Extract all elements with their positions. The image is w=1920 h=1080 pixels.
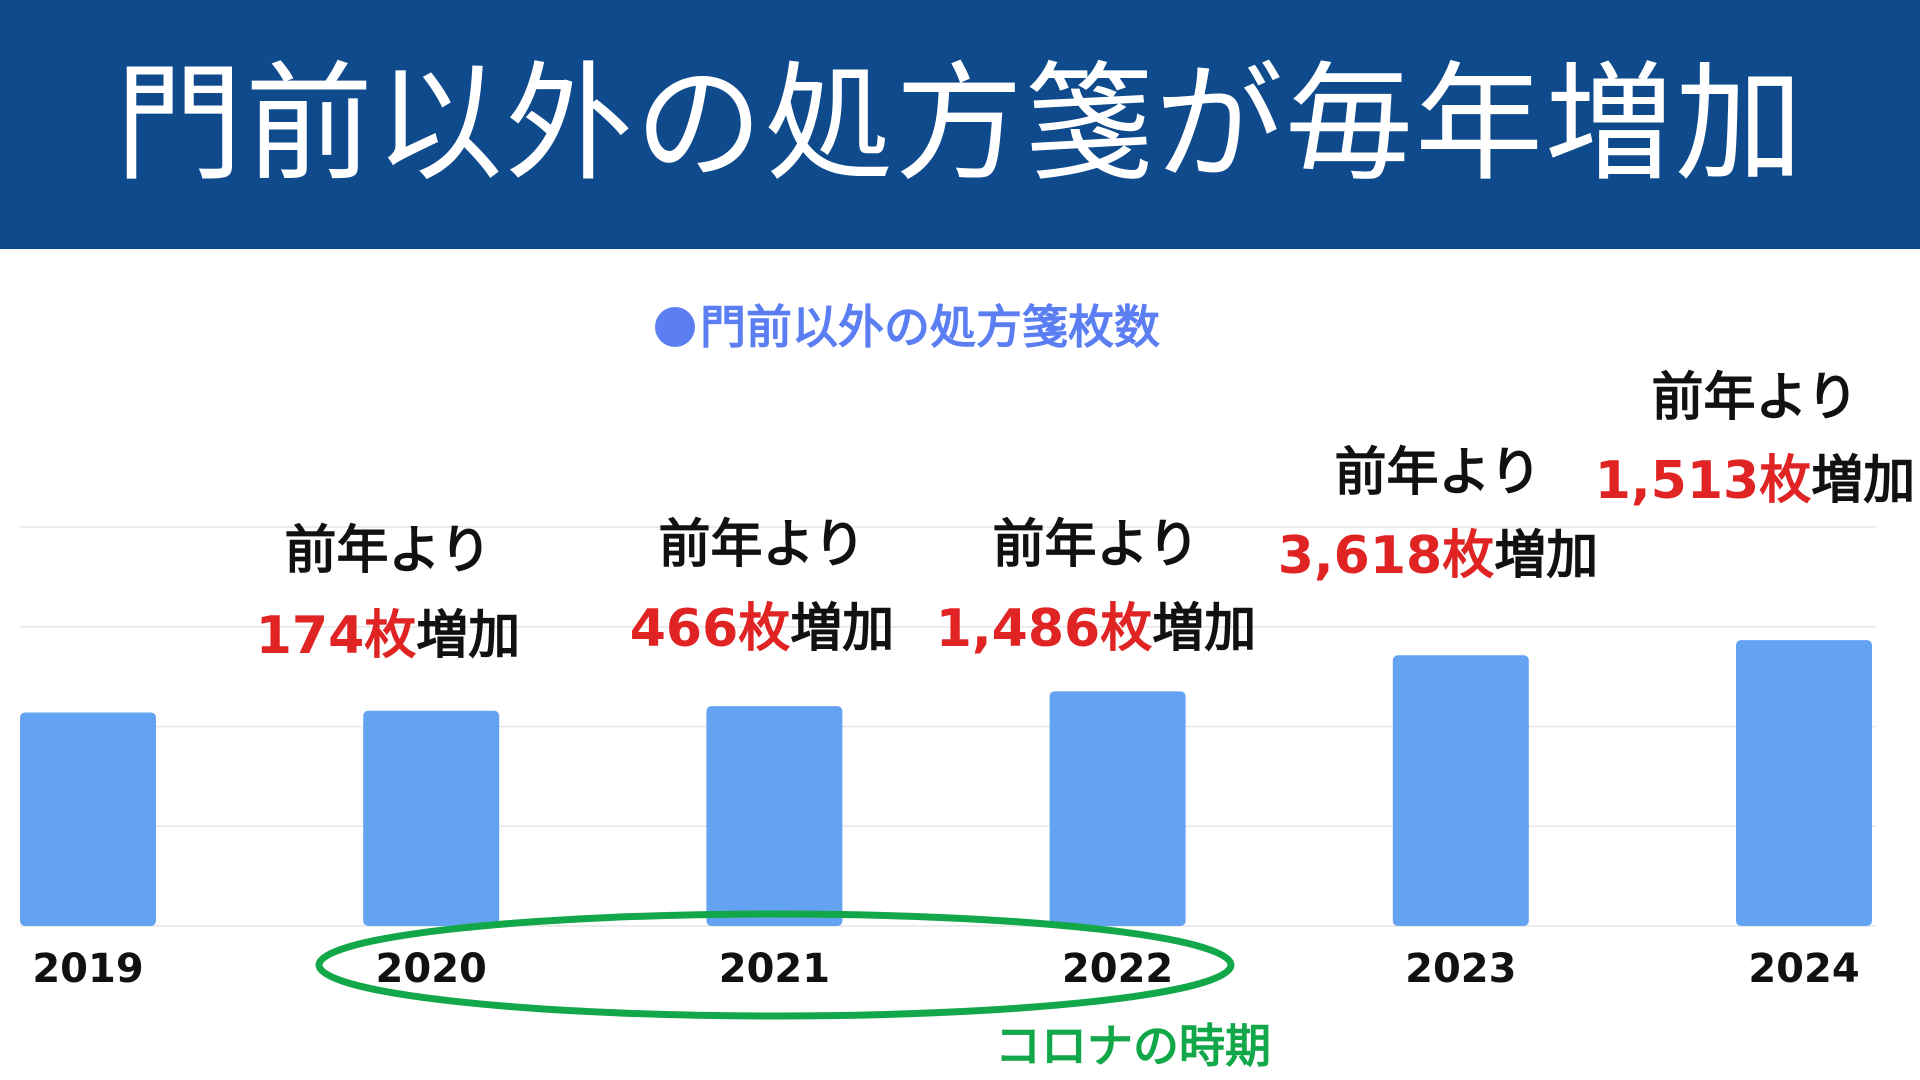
x-axis-labels: 2019 2020 2021 2022 2023 2024 — [32, 946, 1859, 992]
increase-number: 466枚 — [630, 599, 791, 659]
annotation-line2: 174枚増加 — [256, 606, 521, 666]
annotation-line2: 1,513枚増加 — [1595, 451, 1916, 511]
increase-suffix: 増加 — [1494, 526, 1598, 586]
x-tick-label-2022: 2022 — [1062, 946, 1173, 992]
annotation-line2: 466枚増加 — [630, 599, 895, 659]
increase-number: 1,486枚 — [936, 599, 1152, 659]
increase-number: 1,513枚 — [1595, 451, 1811, 511]
bar-2019 — [20, 712, 156, 926]
bar-2022 — [1049, 691, 1186, 926]
page-title: 門前以外の処方箋が毎年増加 — [114, 49, 1805, 199]
annotation-2024: 前年より 1,513枚増加 — [1595, 368, 1916, 511]
corona-ellipse — [315, 910, 1235, 1020]
annotation-2021: 前年より 466枚増加 — [630, 515, 895, 659]
annotation-line1: 前年より — [659, 515, 866, 575]
bar-2021 — [706, 706, 843, 926]
x-tick-label-2023: 2023 — [1405, 946, 1516, 992]
annotation-line2: 1,486枚増加 — [936, 599, 1257, 659]
increase-annotations: 前年より174枚増加前年より466枚増加前年より1,486枚増加前年より3,61… — [256, 368, 1916, 666]
legend-label: 門前以外の処方箋枚数 — [700, 300, 1160, 354]
annotation-line1: 前年より — [285, 521, 492, 581]
annotation-2022: 前年より 1,486枚増加 — [936, 515, 1257, 659]
bar-chart: 2019 2020 2021 2022 2023 2024 門前以外の処方箋枚数 前年より… — [20, 300, 1916, 1073]
bar-2020 — [363, 710, 500, 926]
corona-period-highlight: コロナの時期 — [315, 910, 1271, 1073]
increase-suffix: 増加 — [416, 606, 520, 666]
bar-2023 — [1392, 655, 1529, 926]
bars — [20, 640, 1872, 926]
increase-suffix: 増加 — [1152, 599, 1256, 659]
legend-marker — [655, 307, 695, 347]
annotation-line1: 前年より — [993, 515, 1200, 575]
increase-suffix: 増加 — [1811, 451, 1915, 511]
annotation-2023: 前年より 3,618枚増加 — [1278, 443, 1599, 586]
increase-number: 3,618枚 — [1278, 526, 1494, 586]
annotation-line1: 前年より — [1652, 368, 1859, 428]
x-tick-label-2021: 2021 — [719, 946, 830, 992]
annotation-line1: 前年より — [1335, 443, 1542, 503]
x-tick-label-2019: 2019 — [32, 946, 143, 992]
bar-2024 — [1736, 640, 1872, 926]
legend: 門前以外の処方箋枚数 — [655, 300, 1160, 354]
x-tick-label-2024: 2024 — [1748, 946, 1859, 992]
gridlines — [20, 526, 1876, 927]
title-bar: 門前以外の処方箋が毎年増加 — [0, 0, 1920, 249]
annotation-2020: 前年より 174枚増加 — [256, 521, 521, 666]
annotation-line2: 3,618枚増加 — [1278, 526, 1599, 586]
increase-number: 174枚 — [256, 606, 417, 666]
x-tick-label-2020: 2020 — [376, 946, 487, 992]
corona-label: コロナの時期 — [995, 1019, 1271, 1073]
increase-suffix: 増加 — [790, 599, 894, 659]
